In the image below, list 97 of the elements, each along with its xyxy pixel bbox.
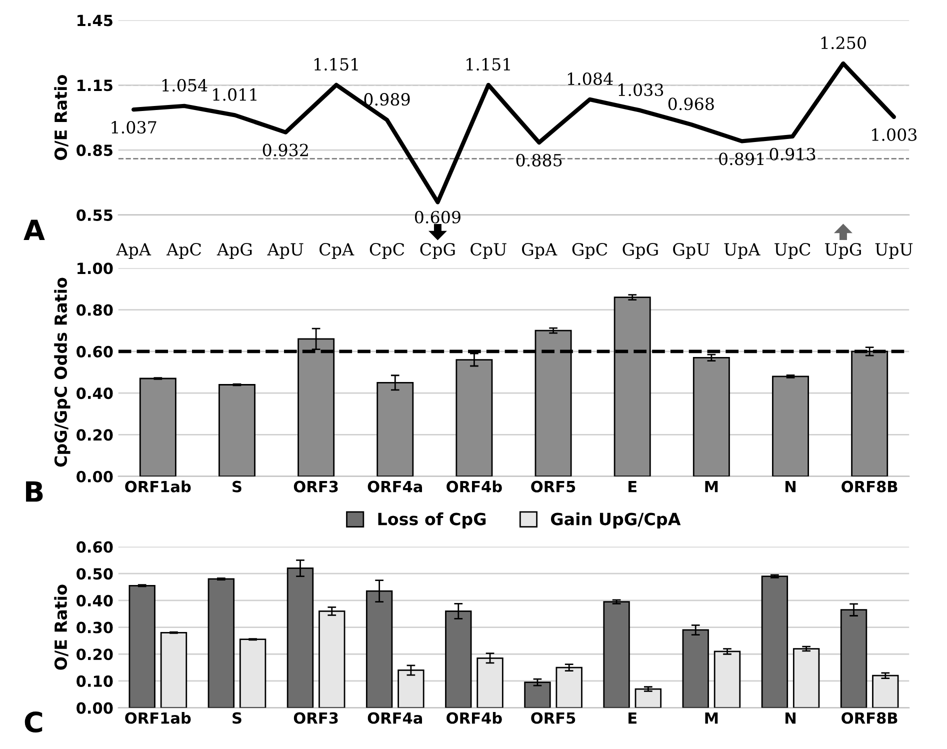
data-label: 0.913 [770,148,816,160]
x-tick-label: CpG [420,243,455,259]
text: B [26,481,43,502]
y-tick-label: 0.00 [76,470,113,482]
x-tick-label: ApA [116,243,152,259]
y-tick-label: 0.55 [76,209,112,221]
y-tick-label: 1.15 [78,80,112,92]
x-tick-label: ORF4a [368,712,422,724]
data-label: 0.968 [668,98,714,110]
legend-label: Gain UpG/CpA [550,512,681,529]
y-tick-label: 0.85 [76,144,112,156]
x-tick-label: ApU [267,243,304,259]
y-tick-label: 0.40 [76,388,113,400]
bar [634,688,662,708]
bar [524,682,551,708]
bar [139,378,176,476]
x-tick-label: UpA [724,243,760,259]
data-label: 0.891 [719,152,764,166]
data-label: 1.054 [162,78,208,92]
y-tick-label: 0.50 [76,568,113,580]
x-tick-label: ORF1ab [125,712,191,724]
bar [476,657,504,708]
y-tick-label: 0.20 [76,429,113,441]
y-tick-label: 0.00 [76,702,113,714]
text: C [24,712,42,733]
x-tick-label: ORF5 [531,480,576,492]
data-label: 0.885 [516,154,562,166]
x-tick-label: GpA [522,243,558,259]
y-tick-label: 0.30 [76,622,113,634]
legend-label: Loss of CpG [378,512,486,529]
x-tick-label: UpC [774,243,810,259]
bar [761,576,788,708]
x-tick-label: ApG [216,243,252,259]
data-label: 0.989 [364,93,410,106]
x-tick-label: GpG [622,243,658,259]
y-axis-title: O/E Ratio [54,74,68,160]
bar [318,610,346,708]
bar [398,670,424,708]
x-tick-label: E [628,481,636,492]
x-tick-label: N [786,712,796,724]
y-axis-title: O/E Ratio [54,584,68,670]
x-tick-label: CpC [370,243,404,259]
y-tick-label: 0.20 [76,648,113,660]
bar [239,638,266,708]
x-tick-label: ORF5 [531,712,576,724]
data-label: 1.084 [568,72,613,86]
bar [556,666,582,708]
bar [792,648,820,708]
data-label: 1.151 [466,58,510,71]
y-axis-title: CpG/GpC Odds Ratio [54,278,70,467]
bar [128,584,156,708]
data-label: 1.151 [314,58,358,71]
x-tick-label: ORF3 [294,712,338,724]
x-tick-label: M [705,712,718,724]
data-label: 1.011 [213,88,256,101]
x-tick-label: GpC [572,243,608,259]
x-tick-label: S [232,712,242,724]
x-tick-label: ORF8B [842,480,898,492]
x-tick-label: S [232,480,242,492]
x-tick-label: ORF4b [446,712,502,724]
x-tick-label: ORF3 [294,480,338,492]
bar [692,356,730,476]
x-tick-label: CpU [470,243,506,259]
bar [208,578,235,708]
data-label: 1.037 [112,120,156,134]
text: A [24,220,45,240]
bar [714,650,741,708]
x-tick-label: ORF4b [446,480,502,492]
data-label: 1.250 [821,36,866,50]
bar [218,384,256,476]
data-label: 0.609 [414,210,460,224]
bar [160,632,188,708]
bar [603,601,630,708]
data-label: 1.033 [618,84,664,96]
x-tick-label: GpU [673,243,710,259]
bar [772,376,809,476]
x-tick-label: M [705,481,718,492]
x-tick-label: ApC [166,243,201,259]
x-tick-label: UpG [824,243,861,259]
data-label: 1.003 [872,128,917,141]
bar [872,674,899,708]
x-tick-label: ORF8B [842,712,898,724]
y-tick-label: 1.00 [78,262,113,274]
x-tick-label: UpU [875,243,913,259]
y-tick-label: 1.45 [78,14,112,26]
y-tick-label: 0.60 [76,346,113,358]
x-tick-label: ORF1ab [125,480,191,492]
y-tick-label: 0.10 [76,675,113,687]
y-tick-label: 0.60 [76,541,113,553]
x-tick-label: CpA [320,243,354,259]
y-tick-label: 0.40 [76,594,113,606]
x-tick-label: E [628,712,636,724]
x-tick-label: N [786,481,796,492]
data-label: 0.932 [262,144,308,156]
bar [682,629,709,708]
y-tick-label: 0.80 [76,304,113,316]
x-tick-label: ORF4a [368,480,422,492]
